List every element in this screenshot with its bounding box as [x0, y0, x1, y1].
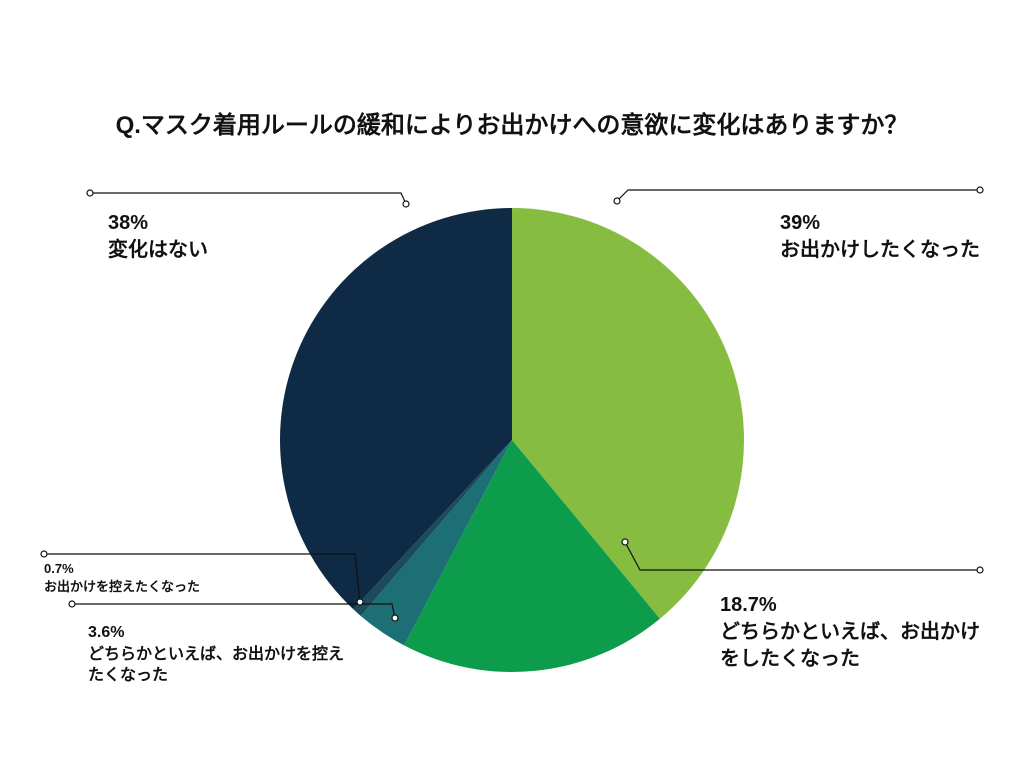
slice-percent-want_go_out: 39% — [780, 210, 980, 237]
slice-label-somewhat_want_go_out: 18.7%どちらかといえば、お出かけをしたくなった — [720, 592, 980, 673]
slice-label-somewhat_want_stay: 3.6%どちらかといえば、お出かけを控えたくなった — [88, 622, 348, 687]
slice-percent-want_stay: 0.7% — [44, 560, 274, 578]
chart-stage: Q.マスク着用ルールの緩和によりお出かけへの意欲に変化はありますか？ 39%お出… — [0, 0, 1024, 768]
leader-line-somewhat_want_stay — [72, 604, 395, 618]
leader-line-want_go_out — [617, 190, 980, 201]
leader-marker-somewhat_want_go_out-1 — [977, 567, 983, 573]
slice-percent-somewhat_want_go_out: 18.7% — [720, 592, 980, 619]
leader-line-no_change — [90, 193, 406, 204]
leader-marker-want_stay-1 — [41, 551, 47, 557]
slice-label-want_stay: 0.7%お出かけを控えたくなった — [44, 560, 274, 595]
slice-percent-somewhat_want_stay: 3.6% — [88, 622, 348, 644]
leader-marker-somewhat_want_stay-0 — [392, 615, 398, 621]
slice-label-no_change: 38%変化はない — [108, 210, 328, 264]
slice-text-no_change: 変化はない — [108, 237, 328, 264]
slice-label-want_go_out: 39%お出かけしたくなった — [780, 210, 980, 264]
slice-text-somewhat_want_go_out: どちらかといえば、お出かけをしたくなった — [720, 619, 980, 673]
leader-marker-no_change-0 — [403, 201, 409, 207]
slice-percent-no_change: 38% — [108, 210, 328, 237]
slice-text-want_go_out: お出かけしたくなった — [780, 237, 980, 264]
pie-slices — [280, 208, 744, 672]
slice-text-want_stay: お出かけを控えたくなった — [44, 578, 274, 596]
leader-marker-want_go_out-0 — [614, 198, 620, 204]
leader-marker-somewhat_want_go_out-0 — [622, 539, 628, 545]
leader-marker-no_change-1 — [87, 190, 93, 196]
leader-marker-want_go_out-1 — [977, 187, 983, 193]
leader-marker-somewhat_want_stay-1 — [69, 601, 75, 607]
slice-text-somewhat_want_stay: どちらかといえば、お出かけを控えたくなった — [88, 644, 348, 687]
leader-marker-want_stay-0 — [357, 599, 363, 605]
